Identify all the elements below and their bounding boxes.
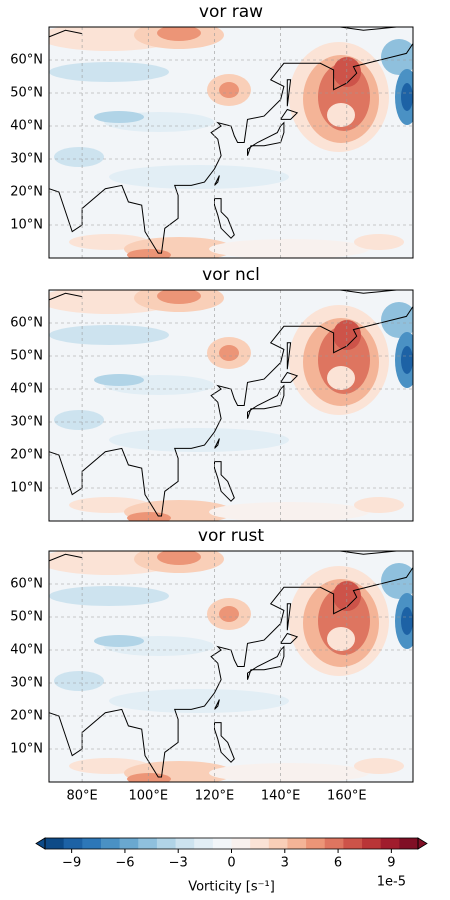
panel-title: vor raw: [199, 2, 263, 22]
x-tick-label: 160°E: [327, 789, 367, 804]
coastline: [214, 198, 235, 239]
coastline: [280, 108, 299, 120]
colorbar-tick-label: −3: [169, 856, 188, 871]
panel-title: vor rust: [198, 526, 264, 546]
coastline: [340, 550, 397, 555]
colorbar-segment: [212, 838, 232, 849]
colorbar-segment: [156, 838, 177, 849]
colorbar-segment: [268, 838, 288, 849]
y-tick-label: 60°N: [10, 316, 43, 331]
colorbar-segment: [100, 838, 121, 849]
coastlines: [48, 289, 414, 517]
coastline: [286, 342, 292, 370]
coastline: [247, 384, 285, 419]
y-tick-label: 10°N: [10, 481, 43, 496]
y-tick-label: 20°N: [10, 185, 43, 200]
colorbar-segment: [380, 838, 400, 849]
y-tick-label: 40°N: [10, 643, 43, 658]
coastline: [48, 553, 83, 562]
coastline: [214, 175, 220, 186]
colorbar-segment: [63, 838, 83, 849]
x-tick-label: 140°E: [261, 789, 301, 804]
colorbar-segment: [250, 838, 270, 849]
colorbar-segment: [343, 838, 363, 849]
colorbar-tick-label: 0: [227, 856, 235, 871]
colorbar-extend-min: [35, 837, 46, 850]
panel-frame: [48, 26, 414, 259]
coastline: [280, 371, 299, 383]
coastline: [247, 121, 285, 156]
coastline: [340, 289, 397, 294]
colorbar-segment: [399, 838, 419, 849]
colorbar-segment: [231, 838, 251, 849]
colorbar-segment: [82, 838, 102, 849]
colorbar-segment: [175, 838, 195, 849]
y-tick-label: 30°N: [10, 152, 43, 167]
colorbar-segment: [306, 838, 326, 849]
coastline: [48, 567, 414, 778]
colorbar-offset: 1e-5: [377, 875, 406, 890]
colorbar-extend-max: [417, 837, 428, 850]
y-tick-label: 50°N: [10, 349, 43, 364]
panel-frame: [48, 289, 414, 522]
coastlines: [48, 26, 414, 254]
coastline: [214, 722, 235, 763]
coastline: [280, 632, 299, 644]
y-tick-label: 30°N: [10, 676, 43, 691]
coastline: [214, 699, 220, 710]
coastline: [214, 461, 235, 502]
colorbar-segment: [287, 838, 307, 849]
colorbar-tick-label: 9: [387, 856, 395, 871]
colorbar-tick-label: −9: [62, 856, 81, 871]
colorbar-segment: [362, 838, 382, 849]
colorbar-segment: [138, 838, 158, 849]
y-tick-label: 20°N: [10, 709, 43, 724]
x-tick-label: 100°E: [129, 789, 169, 804]
coastline: [48, 306, 414, 517]
coastline: [214, 438, 220, 449]
y-tick-label: 60°N: [10, 53, 43, 68]
coastline: [48, 29, 83, 38]
colorbar-tick-label: 3: [281, 856, 289, 871]
y-tick-label: 10°N: [10, 218, 43, 233]
y-tick-label: 60°N: [10, 577, 43, 592]
coastline: [48, 292, 83, 301]
y-tick-label: 30°N: [10, 415, 43, 430]
y-tick-label: 20°N: [10, 448, 43, 463]
x-tick-label: 120°E: [195, 789, 235, 804]
coastline: [286, 603, 292, 631]
y-tick-label: 50°N: [10, 610, 43, 625]
colorbar-tick-label: −6: [115, 856, 134, 871]
y-tick-label: 50°N: [10, 86, 43, 101]
colorbar-segment: [194, 838, 214, 849]
y-tick-label: 10°N: [10, 742, 43, 757]
colorbar-tick-label: 6: [334, 856, 342, 871]
panel-title: vor ncl: [202, 265, 260, 285]
colorbar-label: Vorticity [s⁻¹]: [188, 880, 275, 895]
panel-frame: [48, 550, 414, 783]
coastline: [48, 43, 414, 254]
y-tick-label: 40°N: [10, 119, 43, 134]
coastline: [340, 26, 397, 31]
coastline: [247, 645, 285, 680]
colorbar-segment: [324, 838, 344, 849]
colorbar-segment: [45, 838, 65, 849]
y-tick-label: 40°N: [10, 382, 43, 397]
x-tick-label: 80°E: [66, 789, 97, 804]
coastline: [286, 79, 292, 107]
coastlines: [48, 550, 414, 778]
colorbar-segment: [119, 838, 139, 849]
